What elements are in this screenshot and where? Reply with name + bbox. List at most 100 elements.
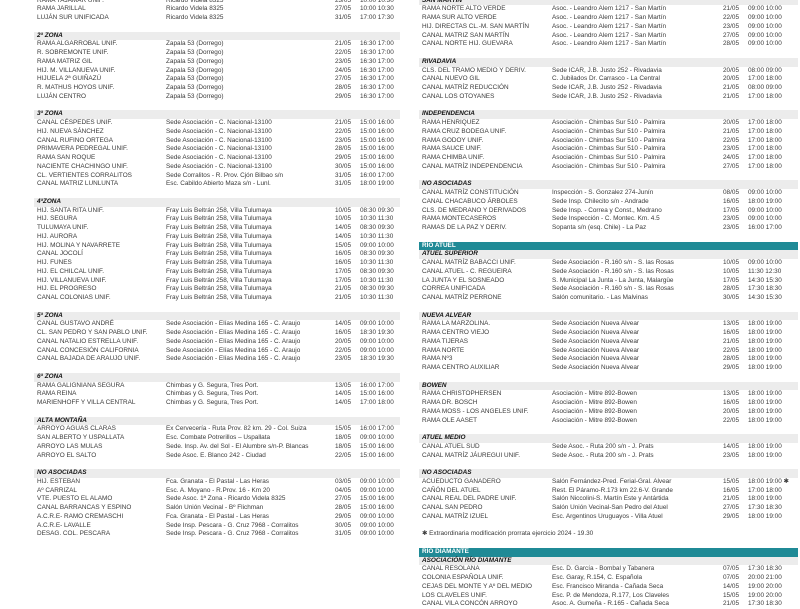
- date: 27/05: [335, 75, 351, 83]
- table-row: RAMA GODOY UNIF. Asociación - Chimbas Sur…: [419, 137, 798, 146]
- location: Sede Insp. Pescara - G. Cruz 7968 - Corr…: [166, 521, 299, 529]
- time: 09:00 10:00: [360, 530, 394, 538]
- table-row: A.C.R.E- RAMO CREMASCHI Fca. Granata - El…: [34, 513, 400, 522]
- time: 15:00 16:00: [360, 504, 394, 512]
- table-row: VTE. PUESTO EL ALAMO Sede Asoc. 1ª Zona -…: [34, 495, 400, 504]
- table-row: HIJ. SANTA RITA UNIF. Fray Luis Beltrán 2…: [34, 207, 400, 216]
- time: 10:30 11:30: [360, 294, 394, 302]
- table-row: CANAL MATRÍZ CONSTITUCIÓN Inspección - S.…: [419, 189, 798, 198]
- location: Sede ICAR, J.B. Justo 252 - Rivadavia: [552, 84, 662, 92]
- canal-name: COLONIA ESPAÑOLA UNIF.: [422, 574, 504, 582]
- location: Sede Asociación - R.160 s/n - S. las Ros…: [552, 259, 674, 267]
- canal-name: LOS CLAVELES UNIF.: [422, 591, 487, 599]
- canal-name: R. SOBREMONTE UNIF.: [37, 49, 109, 57]
- section-header: SAN MARTÍN: [419, 0, 798, 6]
- time: 10:00 10:30: [360, 0, 394, 4]
- canal-name: CANAL RUFINO ORTEGA: [37, 136, 113, 144]
- date: 30/05: [335, 521, 351, 529]
- location: Sede Asociación Nueva Alvear: [552, 320, 640, 328]
- time: 17:00 17:30: [360, 14, 394, 22]
- time: 09:00 10:00: [748, 259, 782, 267]
- canal-name: RAMA CHIMBA UNIF.: [422, 154, 485, 162]
- section-header: RIVADAVIA: [419, 57, 798, 67]
- time: 17:00 18:00: [360, 399, 394, 407]
- table-row: RAMA TAJAMAR UNIF. Ricardo Videla 8325 23/…: [34, 0, 400, 5]
- location: Sede Asociación - R.160 s/n - S. las Ros…: [552, 267, 674, 275]
- time: 18:00 19:00: [748, 416, 782, 424]
- section-header: NO ASOCIADAS: [419, 469, 798, 478]
- date: 23/05: [723, 215, 739, 223]
- location: Chimbas y G. Segura, Tres Port.: [166, 399, 259, 407]
- canal-name: RAMA SAUCE UNIF.: [422, 145, 482, 153]
- canal-name: RAMA SAN ROQUE: [37, 154, 96, 162]
- location: Ricardo Videla 8325: [166, 5, 224, 13]
- date: 16/05: [723, 399, 739, 407]
- date: 23/05: [723, 224, 739, 232]
- date: 14/05: [335, 232, 351, 240]
- canal-name: RAMAS DE LA PAZ Y DERIV.: [422, 224, 507, 232]
- location: Sede. Insp. Av. del Sol - El Alumbre s/n…: [166, 442, 309, 450]
- table-row: R. MATHUS HOYOS UNIF. Zapala 53 (Dorrego)…: [34, 84, 400, 93]
- table-row: LA JUNTA Y EL SOSNEADO S. Municipal La Ju…: [419, 277, 798, 286]
- table-row: RAMA NORTE ALTO VERDE Asoc. - Leandro Ale…: [419, 5, 798, 14]
- time: 15:00 16:00: [360, 162, 394, 170]
- section-header: 2ª ZONA: [34, 31, 400, 41]
- table-row: HIJ. DIRECTAS CL.-M. SAN MARTÍN Asoc. - L…: [419, 23, 798, 32]
- location: Sede Asociación - C. Nacional-13100: [166, 162, 272, 170]
- section-header: NO ASOCIADAS: [34, 469, 400, 478]
- canal-name: RAMA Nº3: [422, 355, 453, 363]
- location: Fray Luis Beltrán 258, Villa Tulumaya: [166, 215, 272, 223]
- canal-name: RAMA TIJERAS: [422, 337, 469, 345]
- location: Asociación - Chimbas Sur 510 - Palmira: [552, 127, 666, 135]
- table-row: RAMA CHRISTOPHERSEN Asociación - Mitre 89…: [419, 390, 798, 399]
- canal-name: CANAL BARRANCAS Y ESPINO: [37, 504, 132, 512]
- time: 09:00 10:00: [360, 346, 394, 354]
- date: 21/05: [335, 294, 351, 302]
- canal-name: CANAL MATRÍZ INDEPENDENCIA: [422, 162, 523, 170]
- date: 21/05: [335, 40, 351, 48]
- table-row: CANAL REAL DEL PADRE UNIF. Salón Niccolin…: [419, 495, 798, 504]
- location: Fray Luis Beltrán 258, Villa Tulumaya: [166, 259, 272, 267]
- location: Fca. Granata - El Pastal - Las Heras: [166, 512, 269, 520]
- location: Fca. Granata - El Pastal - Las Heras: [166, 477, 269, 485]
- time: 10:30 11:30: [360, 232, 394, 240]
- time: 09:00 10:00: [360, 434, 394, 442]
- time: 15:00 16:00: [360, 451, 394, 459]
- canal-name: CLS. DEL TRAMO MEDIO Y DERIV.: [422, 66, 526, 74]
- time: 18:00 19:00: [748, 512, 782, 520]
- date: 18/05: [335, 434, 351, 442]
- date: 29/05: [723, 364, 739, 372]
- table-row: CANAL ATUEL SUD Sede Asoc. - Ruta 200 s/n…: [419, 443, 798, 452]
- table-row: ARROYO EL SALTO Sede Asoc. E. Blanco 242 …: [34, 452, 400, 461]
- date: 13/05: [723, 320, 739, 328]
- location: Zapala 53 (Dorrego): [166, 49, 224, 57]
- canal-name: ACUEDUCTO GANADERO: [422, 477, 501, 485]
- spacer: [419, 539, 798, 548]
- table-row: PRIMAVERA PEDREGAL UNIF. Sede Asociación …: [34, 145, 400, 154]
- canal-name: HIJ. ESTEBAN: [37, 477, 80, 485]
- time: 17:30 18:30: [748, 565, 782, 573]
- date: 08/05: [723, 189, 739, 197]
- location: Sede Asociación - Elías Medina 165 - C. …: [166, 355, 301, 363]
- section-header: ATUEL MEDIO: [419, 434, 798, 443]
- table-row: CANAL CONCESIÓN CALIFORNIA Sede Asociació…: [34, 347, 400, 356]
- table-row: RAMA MONTECASEROS Sede Inspección - C. Mo…: [419, 215, 798, 224]
- table-row: HIJ. M. VILLANUEVA UNIF. Zapala 53 (Dorre…: [34, 67, 400, 76]
- table-row: R. SOBREMONTE UNIF. Zapala 53 (Dorrego) 22…: [34, 49, 400, 58]
- canal-name: CANAL MATRÍZ CONSTITUCIÓN: [422, 189, 519, 197]
- location: Chimbas y G. Segura, Tres Port.: [166, 381, 259, 389]
- location: Sede Insp. - Correa y Const., Medrano: [552, 206, 662, 214]
- date: 16/05: [723, 197, 739, 205]
- canal-name: CANAL MATRÍZ IZUEL: [422, 512, 489, 520]
- table-row: CANAL BARRANCAS Y ESPINO Salón Unión Veci…: [34, 504, 400, 513]
- table-row: CEJAS DEL MONTE Y Aº DEL MEDIO Esc. Franc…: [419, 583, 798, 592]
- location: Fray Luis Beltrán 258, Villa Tulumaya: [166, 224, 272, 232]
- date: 23/05: [335, 57, 351, 65]
- date: 20/05: [723, 407, 739, 415]
- time: 16:30 17:00: [360, 49, 394, 57]
- date: 17/05: [335, 276, 351, 284]
- date: 13/05: [723, 390, 739, 398]
- canal-name: CANAL GUSTAVO ANDRÉ: [37, 320, 114, 328]
- time: 10:30 11:30: [360, 276, 394, 284]
- canal-name: RAMA GALIGNIANA SEGURA: [37, 381, 125, 389]
